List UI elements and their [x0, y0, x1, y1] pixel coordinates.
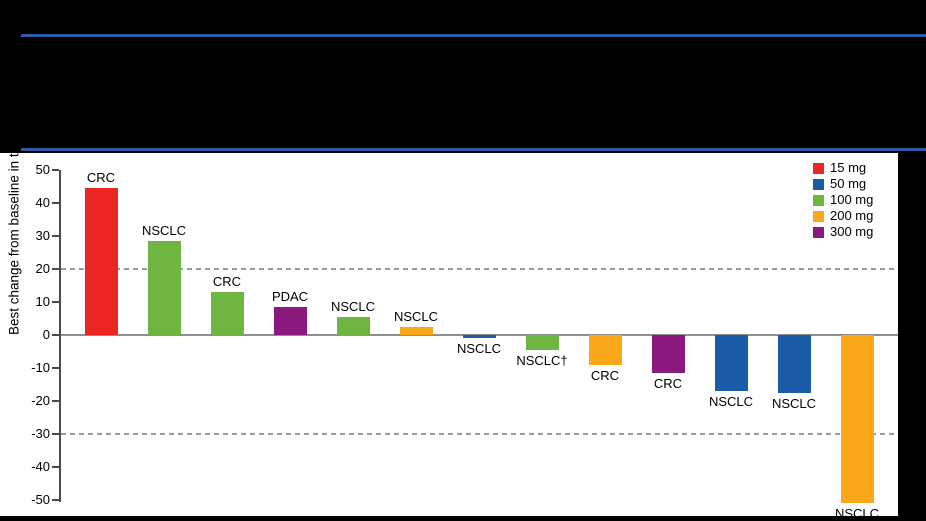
bar-label: NSCLC: [708, 394, 754, 410]
bar-label: NSCLC: [456, 341, 502, 357]
bar-13-200mg: [840, 335, 874, 504]
y-axis-tick: [52, 202, 59, 204]
bar-8-100mg: [525, 335, 559, 350]
y-axis-tick-label: 30: [35, 228, 50, 243]
legend-item-200mg: 200 mg: [813, 208, 873, 224]
legend-swatch-icon: [813, 162, 824, 174]
legend-item-300mg: 300 mg: [813, 224, 873, 240]
y-axis-line: [59, 170, 61, 502]
bar-10-300mg: [651, 335, 685, 373]
bar-label: NSCLC: [771, 395, 817, 411]
bar-11-50mg: [714, 335, 748, 392]
legend-item-15mg: 15 mg: [813, 160, 873, 176]
bar-2-100mg: [147, 240, 181, 335]
bar-7-50mg: [462, 335, 496, 339]
y-axis-tick: [52, 334, 59, 336]
legend-label: 50 mg: [830, 176, 867, 191]
bar-label: NSCLC†: [516, 352, 568, 368]
bar-label: NSCLC: [393, 308, 439, 324]
header-rule-top: [21, 34, 926, 37]
bar-1-15mg: [84, 188, 118, 335]
bar-9-200mg: [588, 335, 622, 365]
y-axis-tick: [52, 367, 59, 369]
reference-line--30: [61, 433, 898, 435]
bar-12-50mg: [777, 335, 811, 393]
y-axis-tick-label: -40: [31, 459, 50, 474]
y-axis-tick: [52, 301, 59, 303]
y-axis-tick-label: 40: [35, 195, 50, 210]
bar-label: NSCLC: [330, 298, 376, 314]
y-axis-tick-label: -20: [31, 393, 50, 408]
y-axis-tick: [52, 268, 59, 270]
legend-label: 15 mg: [830, 160, 867, 175]
bar-5-100mg: [336, 316, 370, 335]
y-axis-tick-label: 0: [42, 327, 50, 342]
y-axis-tick: [52, 499, 59, 501]
bar-label: CRC: [212, 274, 242, 290]
bar-3-100mg: [210, 292, 244, 335]
y-axis-tick-label: 50: [35, 162, 50, 177]
bar-label: CRC: [653, 375, 683, 391]
legend-swatch-icon: [813, 226, 824, 238]
legend-item-100mg: 100 mg: [813, 192, 873, 208]
y-axis-tick-label: -50: [31, 492, 50, 507]
legend-swatch-icon: [813, 210, 824, 222]
legend-label: 100 mg: [830, 192, 874, 207]
y-axis-tick: [52, 433, 59, 435]
bar-label: PDAC: [271, 288, 309, 304]
legend-label: 300 mg: [830, 224, 874, 239]
y-axis-tick: [52, 169, 59, 171]
bar-label: NSCLC: [834, 506, 880, 521]
y-axis-tick-label: -30: [31, 426, 50, 441]
bar-label: NSCLC: [141, 222, 187, 238]
y-axis-tick: [52, 466, 59, 468]
header-rule-bottom: [21, 148, 926, 151]
waterfall-chart: Best change from baseline in target lesi…: [0, 59, 898, 521]
legend: 15 mg 50 mg 100 mg 200 mg 300 mg: [813, 160, 873, 240]
y-axis-tick-label: -10: [31, 360, 50, 375]
y-axis-tick-label: 20: [35, 261, 50, 276]
legend-label: 200 mg: [830, 208, 874, 223]
legend-swatch-icon: [813, 178, 824, 190]
y-axis-tick: [52, 400, 59, 402]
legend-item-50mg: 50 mg: [813, 176, 873, 192]
bar-4-300mg: [273, 306, 307, 335]
legend-swatch-icon: [813, 194, 824, 206]
bar-label: CRC: [590, 367, 620, 383]
y-axis-tick-label: 10: [35, 294, 50, 309]
y-axis-tick: [52, 235, 59, 237]
reference-line-20: [61, 268, 898, 270]
bar-6-200mg: [399, 326, 433, 335]
bar-label: CRC: [86, 170, 116, 186]
